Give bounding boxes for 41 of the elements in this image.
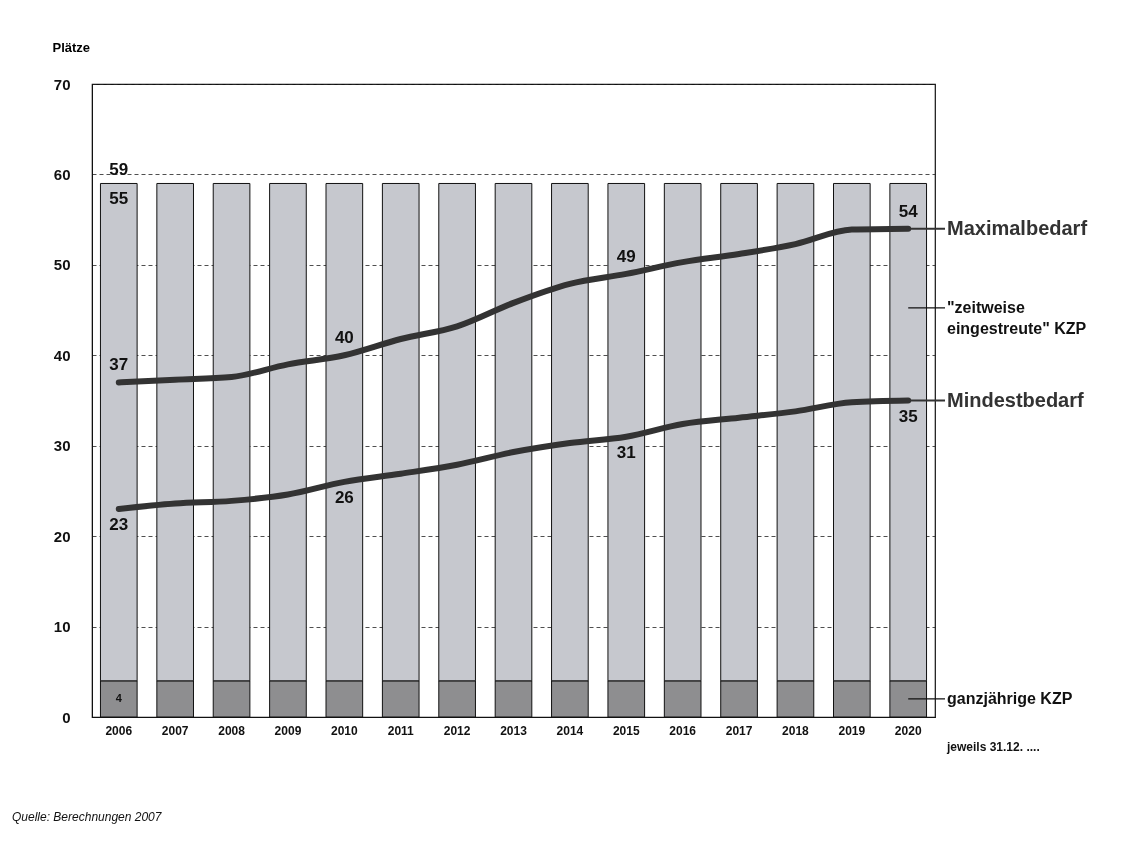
y-tick-label: 50 [53, 256, 71, 274]
total-label: 59 [109, 160, 129, 180]
x-tick-label: 2017 [725, 723, 753, 738]
data-label: 35 [898, 406, 918, 426]
y-tick-label: 10 [53, 618, 71, 636]
data-label: 26 [334, 487, 354, 507]
x-tick-label: 2012 [443, 723, 471, 738]
y-tick-label: 20 [53, 527, 71, 545]
legend-label: Mindestbedarf [947, 388, 1085, 411]
x-tick-label: 2020 [894, 723, 922, 738]
data-label: 31 [616, 442, 636, 462]
x-tick-label: 2007 [161, 723, 189, 738]
data-label: 54 [898, 201, 919, 221]
data-label: 4 [115, 691, 123, 704]
text: jeweils 31.12. .... [946, 740, 1040, 754]
y-tick-label: 70 [53, 75, 71, 93]
legend-label: ganzjährige KZP [947, 689, 1073, 707]
x-tick-label: 2009 [274, 723, 302, 738]
data-label: 55 [109, 189, 129, 209]
legend-label: Maximalbedarf [947, 216, 1088, 239]
x-tick-label: 2011 [387, 723, 415, 738]
data-label: 23 [109, 515, 129, 535]
y-tick-label: 0 [62, 708, 71, 726]
x-tick-label: 2008 [218, 723, 246, 738]
data-label: 40 [334, 328, 354, 348]
data-label: 49 [616, 246, 636, 266]
x-tick-label: 2010 [330, 723, 359, 738]
x-tick-label: 2014 [556, 723, 584, 738]
y-tick-label: 60 [53, 165, 71, 183]
y-axis-title: Plätze [52, 39, 91, 55]
legend-label: "zeitweise eingestreute" KZP [947, 298, 1087, 337]
x-tick-label: 2015 [612, 723, 640, 738]
source-note: Quelle: Berechnungen 2007 [12, 810, 163, 824]
data-label: 37 [109, 355, 129, 375]
y-tick-label: 40 [53, 346, 71, 364]
y-tick-label: 30 [53, 437, 71, 455]
x-tick-label: 2018 [782, 723, 810, 738]
x-tick-label: 2013 [500, 723, 528, 738]
x-tick-label: 2019 [838, 723, 866, 738]
x-tick-label: 2006 [105, 723, 133, 738]
x-tick-label: 2016 [669, 723, 697, 738]
